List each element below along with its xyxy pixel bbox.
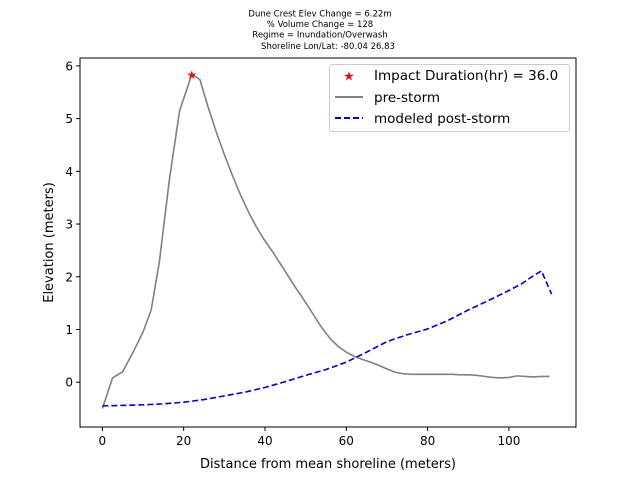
x-tick-label: 80 (420, 434, 435, 448)
y-tick-label: 1 (65, 323, 73, 337)
y-tick-label: 3 (65, 218, 73, 232)
chart-header: Dune Crest Elev Change = 6.22m % Volume … (248, 10, 395, 53)
legend-box (329, 64, 570, 132)
x-tick-label: 100 (497, 434, 520, 448)
x-tick-label: 40 (257, 434, 272, 448)
x-tick-label: 60 (339, 434, 354, 448)
y-tick-label: 5 (65, 112, 73, 126)
x-tick-label: 20 (176, 434, 191, 448)
plot-series-layer: ★ (101, 68, 553, 409)
header-line-crest-change: Dune Crest Elev Change = 6.22m (248, 10, 391, 20)
series-line-pre-storm (101, 73, 550, 409)
y-axis-label: Elevation (meters) (42, 182, 57, 303)
y-tick-label: 6 (65, 59, 73, 73)
header-line-shoreline-lonlat: Shoreline Lon/Lat: -80.04 26.83 (261, 42, 395, 52)
y-tick-label: 2 (65, 270, 73, 284)
legend-label-pre-storm: pre-storm (374, 90, 440, 106)
header-line-regime: Regime = Inundation/Overwash (252, 31, 387, 41)
legend-label-impact-duration: Impact Duration(hr) = 36.0 (374, 68, 558, 84)
y-tick-label: 0 (65, 376, 73, 390)
x-axis-ticks: 0 20 40 60 80 100 (99, 427, 520, 448)
header-line-volume-change: % Volume Change = 128 (267, 20, 373, 30)
plot-frame (79, 57, 577, 428)
legend-label-modeled-post-storm: modeled post-storm (374, 111, 510, 127)
legend: ★ Impact Duration(hr) = 36.0 pre-storm m… (329, 64, 570, 132)
impact-duration-marker: ★ (186, 68, 197, 82)
y-tick-label: 4 (65, 165, 73, 179)
x-tick-label: 0 (99, 434, 107, 448)
legend-marker-star: ★ (343, 70, 355, 85)
x-axis-label: Distance from mean shoreline (meters) (200, 457, 456, 472)
y-axis-ticks: 0 1 2 3 4 5 6 (65, 59, 80, 390)
